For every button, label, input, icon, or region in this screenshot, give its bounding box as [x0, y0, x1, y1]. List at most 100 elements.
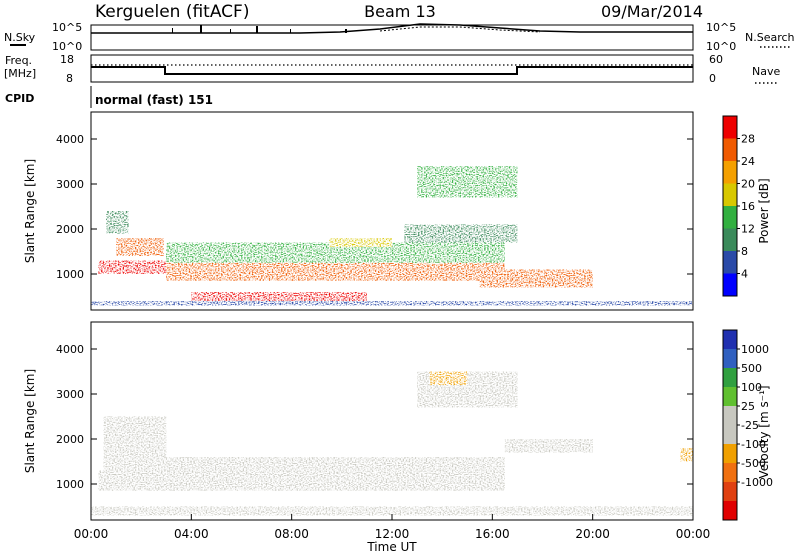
colorbar-tick-label: 28 — [741, 133, 755, 146]
colorbar-segment — [723, 138, 737, 161]
colorbar-tick-label: 500 — [741, 362, 762, 375]
power-y-ticks: 1000 2000 3000 4000 — [56, 133, 693, 281]
nsky-panel: N.Sky 10^5 10^0 10^5 10^0 N.Search — [4, 21, 795, 53]
colorbar-tick-label: 8 — [741, 245, 748, 258]
time-x-ticks: 00:00 04:00 08:00 12:00 16:00 20:00 00:00 — [74, 514, 711, 541]
colorbar-tick-label: 4 — [741, 268, 748, 281]
nave-label: Nave — [752, 65, 780, 78]
velocity-echo-region — [429, 371, 468, 385]
velocity-echo-region — [103, 416, 167, 471]
colorbar-tick-label: 25 — [741, 400, 755, 413]
velocity-echo-region — [166, 457, 505, 471]
colorbar-tick-label: 100 — [741, 381, 762, 394]
velocity-colorbar-label: Velocity [m s⁻¹] — [757, 385, 771, 478]
colorbar-tick-label: 1000 — [741, 343, 769, 356]
freq-tick-bottom: 8 — [66, 72, 73, 85]
velocity-echo-region — [98, 470, 505, 491]
colorbar-segment — [723, 425, 737, 444]
colorbar-segment — [723, 206, 737, 229]
colorbar-tick-label: 16 — [741, 200, 755, 213]
colorbar-segment — [723, 482, 737, 501]
nsky-tick-top: 10^5 — [52, 21, 82, 34]
colorbar-segment — [723, 444, 737, 463]
freq-panel: Freq. [MHz] 18 8 60 0 Nave — [4, 53, 780, 85]
nsky-tick-bottom: 10^0 — [52, 40, 82, 53]
x-tick-label: 20:00 — [575, 527, 610, 541]
velocity-y-ticks: 1000 2000 3000 4000 — [56, 343, 693, 491]
power-echo-region — [106, 211, 129, 234]
power-echo-region — [116, 238, 164, 256]
cpid-row: CPID normal (fast) 151 — [5, 86, 213, 108]
colorbar-tick-label: 12 — [741, 223, 755, 236]
cpid-value: normal (fast) 151 — [95, 93, 213, 107]
nsearch-label: N.Search — [745, 31, 795, 44]
y-tick-label: 1000 — [56, 268, 84, 281]
power-heatmap — [91, 166, 693, 306]
power-panel: 1000 2000 3000 4000 Slant Range [km] 4 8 12 16… — [23, 111, 771, 311]
x-tick-label: 00:00 — [74, 527, 109, 541]
x-tick-label: 00:00 — [676, 527, 711, 541]
y-tick-label: 4000 — [56, 133, 84, 146]
x-tick-label: 12:00 — [375, 527, 410, 541]
velocity-ylabel: Slant Range [km] — [23, 369, 37, 473]
power-echo-region — [91, 301, 693, 306]
colorbar-segment — [723, 368, 737, 387]
colorbar-segment — [723, 228, 737, 251]
nsky-label: N.Sky — [4, 31, 36, 44]
date-title: 09/Mar/2014 — [601, 2, 703, 21]
nave-tick-top: 60 — [709, 53, 723, 66]
colorbar-tick-label: -25 — [741, 419, 759, 432]
velocity-echo-region — [680, 448, 693, 462]
colorbar-segment — [723, 463, 737, 482]
colorbar-tick-label: -1000 — [741, 476, 773, 489]
nsearch-tick-bottom: 10^0 — [706, 40, 736, 53]
velocity-colorbar: 1000 500 100 25 -25 -100 -500 -1000 — [722, 329, 773, 521]
velocity-panel: 1000 2000 3000 4000 Slant Range [km] 1000 50… — [23, 321, 773, 554]
velocity-echo-region — [504, 439, 593, 453]
x-tick-label: 16:00 — [475, 527, 510, 541]
power-echo-region — [166, 242, 505, 263]
colorbar-tick-label: -100 — [741, 438, 766, 451]
power-echo-region — [404, 224, 518, 243]
nsearch-tick-top: 10^5 — [706, 21, 736, 34]
power-echo-region — [329, 238, 392, 247]
power-colorbar: 4 8 12 16 20 24 28 — [722, 115, 755, 297]
freq-label-2: [MHz] — [4, 67, 36, 80]
power-ylabel: Slant Range [km] — [23, 159, 37, 263]
colorbar-segment — [723, 161, 737, 184]
colorbar-segment — [723, 387, 737, 406]
power-echo-region — [479, 269, 593, 288]
colorbar-tick-label: 20 — [741, 178, 755, 191]
power-echo-region — [417, 166, 518, 198]
freq-label-1: Freq. — [5, 54, 32, 67]
x-tick-label: 08:00 — [274, 527, 309, 541]
colorbar-segment — [723, 406, 737, 425]
colorbar-segment — [723, 183, 737, 206]
y-tick-label: 2000 — [56, 433, 84, 446]
colorbar-segment — [723, 273, 737, 296]
y-tick-label: 3000 — [56, 388, 84, 401]
y-tick-label: 1000 — [56, 478, 84, 491]
colorbar-segment — [723, 116, 737, 139]
power-echo-region — [191, 292, 367, 301]
x-tick-label: 04:00 — [174, 527, 209, 541]
colorbar-tick-label: 24 — [741, 155, 755, 168]
nave-tick-bottom: 0 — [709, 72, 716, 85]
y-tick-label: 3000 — [56, 178, 84, 191]
velocity-echo-region — [91, 506, 693, 516]
y-tick-label: 2000 — [56, 223, 84, 236]
power-echo-region — [98, 260, 167, 274]
y-tick-label: 4000 — [56, 343, 84, 356]
cpid-label: CPID — [5, 92, 34, 105]
station-title: Kerguelen (fitACF) — [95, 2, 249, 22]
colorbar-segment — [723, 251, 737, 274]
colorbar-tick-label: -500 — [741, 457, 766, 470]
power-echo-region — [166, 262, 505, 281]
beam-title: Beam 13 — [364, 2, 436, 21]
power-colorbar-label: Power [dB] — [757, 178, 771, 243]
freq-tick-top: 18 — [60, 53, 74, 66]
time-xlabel: Time UT — [366, 540, 417, 554]
colorbar-segment — [723, 330, 737, 349]
colorbar-segment — [723, 501, 737, 520]
